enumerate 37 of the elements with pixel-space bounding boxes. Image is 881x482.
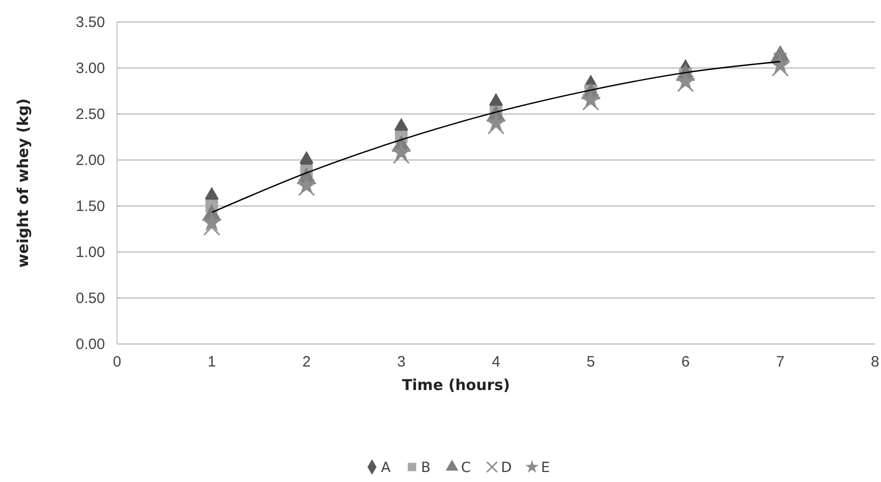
y-tick-label: 2.50: [76, 106, 105, 123]
x-tick-label: 7: [776, 354, 784, 371]
legend-label: A: [381, 460, 391, 476]
legend-label: E: [541, 460, 550, 476]
point: [675, 71, 696, 90]
legend-label: B: [421, 460, 431, 476]
point: [486, 112, 506, 132]
point: [296, 175, 317, 194]
x-tick-label: 3: [397, 354, 406, 371]
x-axis-title: Time (hours): [402, 376, 510, 394]
y-tick-label: 0.50: [76, 290, 105, 307]
point: [392, 146, 410, 164]
x-tick-label: 2: [302, 354, 311, 371]
x-tick-label: 1: [208, 354, 216, 371]
point: [391, 142, 412, 162]
point: [770, 54, 790, 74]
legend-label: C: [461, 460, 471, 476]
y-tick-label: 3.50: [76, 14, 105, 31]
point: [582, 94, 600, 111]
x-tick-label: 4: [492, 354, 500, 371]
x-tick-label: 5: [586, 354, 595, 371]
y-tick-label: 2.00: [76, 152, 105, 169]
y-tick-label: 0.00: [76, 336, 105, 353]
point: [202, 212, 222, 232]
y-tick-label: 1.50: [76, 198, 105, 215]
point: [580, 90, 601, 109]
point: [298, 179, 316, 196]
point: [487, 117, 505, 134]
x-tick-label: 8: [870, 354, 880, 371]
x-tick-label: 6: [681, 354, 690, 371]
legend-label: D: [501, 460, 512, 476]
y-tick-label: 3.00: [76, 60, 105, 77]
y-axis-title: weight of whey (kg): [14, 98, 32, 268]
point: [772, 59, 789, 77]
y-tick-label: 1.00: [76, 244, 105, 261]
point: [676, 75, 694, 92]
x-tick-label: 0: [112, 354, 122, 371]
